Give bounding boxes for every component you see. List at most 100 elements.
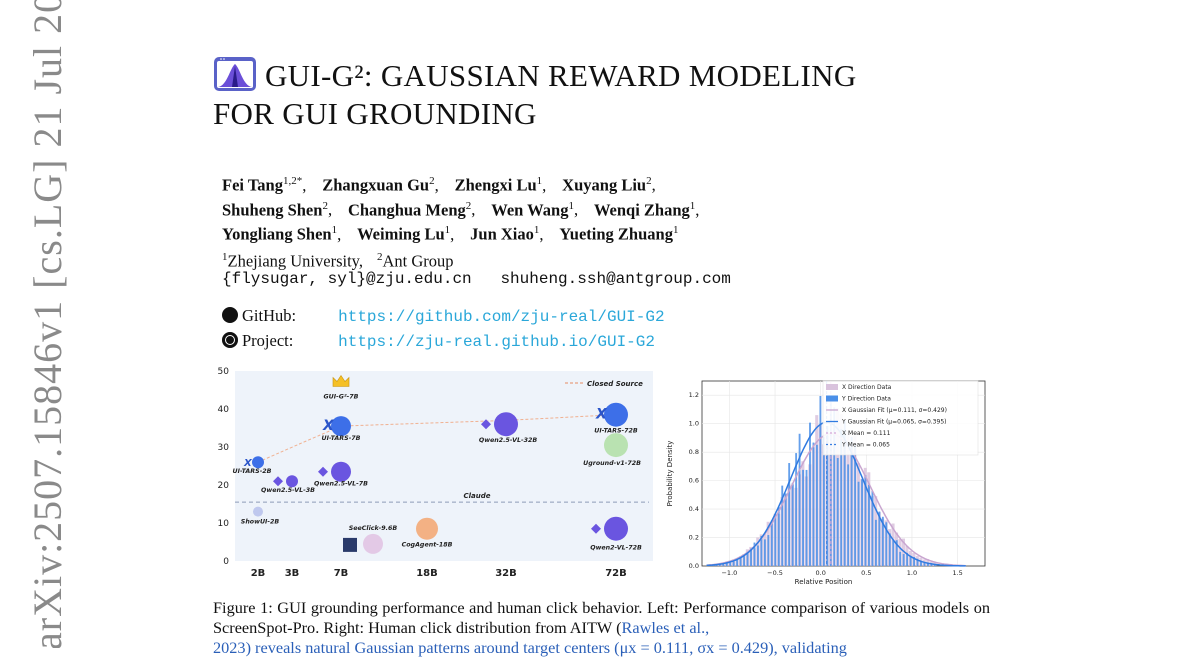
y-histogram-bar xyxy=(902,554,905,566)
y-axis-label: Probability Density xyxy=(666,441,674,507)
y-histogram-bar xyxy=(777,506,780,566)
y-histogram-bar xyxy=(923,562,926,566)
y-histogram-bar xyxy=(725,562,728,566)
github-row: GitHub: https://github.com/zju-real/GUI-… xyxy=(222,303,665,328)
arxiv-sidebar-stamp: arXiv:2507.15846v1 [cs.LG] 21 Jul 2025 xyxy=(25,0,70,648)
author-affiliation-mark: 2 xyxy=(429,175,435,187)
seeclick-logo-icon xyxy=(343,537,357,552)
model-label: CogAgent-18B xyxy=(402,541,453,549)
legend-label: X Mean = 0.111 xyxy=(842,430,891,437)
model-label: Qwen2.5-VL-3B xyxy=(261,487,315,494)
model-point xyxy=(331,416,351,437)
y-histogram-bar xyxy=(722,563,725,566)
reference-line-label: Claude xyxy=(463,492,490,500)
x-tick-label: 1.5 xyxy=(952,569,962,577)
model-label: UI-TARS-72B xyxy=(594,428,638,435)
y-histogram-bar xyxy=(770,520,773,566)
model-point xyxy=(494,412,518,437)
model-point xyxy=(253,506,263,517)
model-point xyxy=(604,402,628,427)
y-histogram-bar xyxy=(763,539,766,566)
qwen-logo-icon xyxy=(273,476,283,487)
y-histogram-bar xyxy=(892,540,895,566)
author-affiliation-mark: 1 xyxy=(533,224,540,236)
x-tick-label: 1.0 xyxy=(907,569,917,577)
model-label: Qwen2.5-VL-7B xyxy=(314,481,368,488)
author-name: Fei Tang xyxy=(222,175,283,195)
x-tick-label: 32B xyxy=(495,568,517,579)
y-histogram-bar xyxy=(906,552,909,566)
y-histogram-bar xyxy=(920,561,922,566)
click-distribution-histogram: −1.0 −0.5 0.0 0.5 1.0 1.5 0.0 0.2 0.4 0.6 0.8 1.0 1.… xyxy=(666,380,986,586)
model-point xyxy=(604,433,628,458)
y-histogram-bar xyxy=(819,395,822,566)
y-tick-label: 0.0 xyxy=(689,562,699,570)
y-histogram-bar xyxy=(788,463,791,566)
author-list: Fei Tang1,2*, Zhangxuan Gu2, Zhengxi Lu1, X… xyxy=(222,175,700,244)
y-histogram-bar xyxy=(840,428,843,566)
y-histogram-bar xyxy=(822,436,825,566)
y-tick-label: 0.4 xyxy=(689,505,699,513)
author-name: Zhengxi Lu xyxy=(454,175,537,195)
qwen-logo-icon xyxy=(591,523,601,534)
y-histogram-bar xyxy=(888,533,891,566)
y-histogram-bar xyxy=(930,563,933,566)
y-tick-label: 0.8 xyxy=(689,448,699,456)
y-histogram-bar xyxy=(715,564,718,566)
author-affiliation-mark: 1,2* xyxy=(282,175,303,187)
project-links: GitHub: https://github.com/zju-real/GUI-… xyxy=(222,303,665,353)
legend-swatch xyxy=(826,384,838,390)
y-histogram-bar xyxy=(774,514,777,566)
y-histogram-bar xyxy=(805,469,808,566)
performance-scatter-chart: 0 10 20 30 40 50 2B 3B 7B 18B 32B 72B Claude Closed S… xyxy=(218,367,653,579)
github-link[interactable]: https://github.com/zju-real/GUI-G2 xyxy=(338,308,665,326)
legend-label: Closed Source xyxy=(587,380,643,388)
x-tick-label: −1.0 xyxy=(721,569,737,577)
y-tick-label: 10 xyxy=(218,519,230,529)
y-tick-label: 50 xyxy=(218,367,230,377)
y-histogram-bar xyxy=(933,564,936,566)
model-point xyxy=(604,516,628,541)
y-histogram-bar xyxy=(864,475,867,566)
y-histogram-bar xyxy=(767,535,770,566)
y-tick-label: 1.0 xyxy=(689,420,699,428)
author-affiliation-mark: 2 xyxy=(322,199,328,212)
y-histogram-bar xyxy=(836,457,839,566)
x-tick-label: 18B xyxy=(416,568,438,579)
y-tick-label: 40 xyxy=(218,405,230,415)
author-name: Yongliang Shen xyxy=(222,224,332,244)
x-tick-label: 7B xyxy=(334,568,349,579)
legend-label: Y Direction Data xyxy=(841,396,891,403)
affiliations: 1Zhejiang University, 2Ant Group xyxy=(222,251,454,271)
model-point xyxy=(363,533,383,554)
y-histogram-bar xyxy=(729,562,732,566)
author-name: Changhua Meng xyxy=(347,200,466,219)
y-tick-label: 20 xyxy=(218,481,230,491)
y-histogram-bar xyxy=(895,540,898,566)
citation-link[interactable]: Rawles et al., xyxy=(621,618,710,637)
project-link[interactable]: https://zju-real.github.io/GUI-G2 xyxy=(338,333,655,351)
author-name: Xuyang Liu xyxy=(562,175,647,195)
author-affiliation-mark: 1 xyxy=(536,175,543,187)
model-point xyxy=(286,475,298,488)
y-histogram-bar xyxy=(847,464,850,566)
author-affiliation-mark: 1 xyxy=(444,224,451,236)
y-histogram-bar xyxy=(854,444,857,566)
x-axis-label: Relative Position xyxy=(795,578,853,586)
y-histogram-bar xyxy=(861,479,863,566)
y-histogram-bar xyxy=(809,422,811,566)
author-affiliation-mark: 1 xyxy=(331,224,338,236)
author-name: Shuheng Shen xyxy=(222,200,323,219)
email-addresses: {flysugar, syl}@zju.edu.cn shuheng.ssh@a… xyxy=(222,270,731,288)
author-name: Jun Xiao xyxy=(470,224,534,244)
project-row: Project: https://zju-real.github.io/GUI-… xyxy=(222,328,665,353)
y-histogram-bar xyxy=(857,481,860,566)
legend-box xyxy=(822,380,979,456)
github-icon xyxy=(222,307,238,323)
author-name: Wenqi Zhang xyxy=(593,200,690,219)
x-tick-label: 0.0 xyxy=(816,569,826,577)
model-point xyxy=(331,461,351,482)
y-histogram-bar xyxy=(850,436,853,566)
plot-background xyxy=(235,371,653,561)
y-histogram-bar xyxy=(812,442,815,566)
